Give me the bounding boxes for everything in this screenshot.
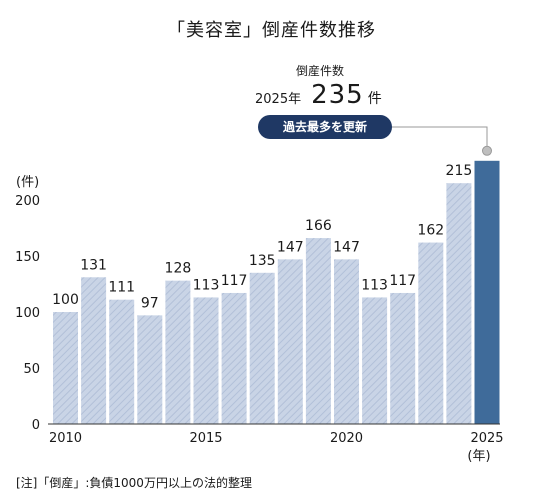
x-tick-label: 2015: [189, 431, 222, 446]
y-axis-unit: (件): [16, 175, 39, 190]
data-label: 117: [389, 273, 416, 289]
data-label: 113: [193, 277, 220, 293]
bar-2013: [137, 315, 163, 424]
data-label: 117: [221, 273, 248, 289]
bar-2014: [165, 280, 191, 424]
bar-2023: [418, 242, 444, 424]
y-tick-label: 50: [23, 362, 40, 377]
highlight-unit: 件: [367, 91, 382, 107]
data-label: 128: [165, 261, 192, 277]
data-label: 215: [446, 163, 473, 179]
callout-connector: [392, 126, 488, 151]
bar-2024: [446, 183, 472, 424]
data-label: 135: [249, 253, 276, 269]
footnote: [注]「倒産」:負債1000万円以上の法的整理: [16, 476, 252, 490]
x-tick-label: 2025: [470, 431, 503, 446]
data-label: 147: [333, 239, 360, 255]
chart-title: 「美容室」倒産件数推移: [167, 20, 376, 41]
bar-2022: [390, 292, 416, 424]
record-high-badge: 過去最多を更新: [258, 115, 392, 139]
x-axis-unit: (年): [467, 449, 490, 464]
bar-2015: [193, 297, 219, 424]
data-label: 131: [80, 257, 107, 273]
bar-2016: [221, 292, 247, 424]
callout-marker: [482, 145, 492, 156]
highlight-year: 2025年: [255, 92, 302, 107]
data-label: 97: [141, 295, 159, 311]
bar-2021: [362, 297, 388, 424]
bar-2017: [249, 272, 275, 424]
bar-2010: [53, 312, 78, 424]
bar-2020: [334, 259, 359, 424]
highlight-value: 235: [311, 80, 364, 110]
bar-2011: [81, 277, 107, 424]
bar-highlight-2025: [474, 160, 500, 425]
data-label: 162: [417, 223, 444, 239]
bar-2019: [305, 238, 331, 424]
x-tick-label: 2020: [330, 431, 363, 446]
x-tick-label: 2010: [49, 431, 82, 446]
y-tick-label: 100: [15, 306, 40, 321]
data-label: 113: [361, 277, 388, 293]
bar-2012: [109, 299, 135, 424]
highlight-value-row: 2025年 235 件: [255, 80, 415, 110]
highlight-label: 倒産件数: [295, 64, 344, 78]
data-label: 100: [52, 292, 79, 308]
data-label: 111: [108, 280, 135, 296]
data-label: 147: [277, 239, 304, 255]
y-tick-label: 0: [32, 418, 40, 433]
y-tick-label: 200: [15, 194, 40, 209]
bar-2018: [277, 259, 303, 424]
y-tick-label: 150: [15, 250, 40, 265]
data-label: 166: [305, 218, 332, 234]
